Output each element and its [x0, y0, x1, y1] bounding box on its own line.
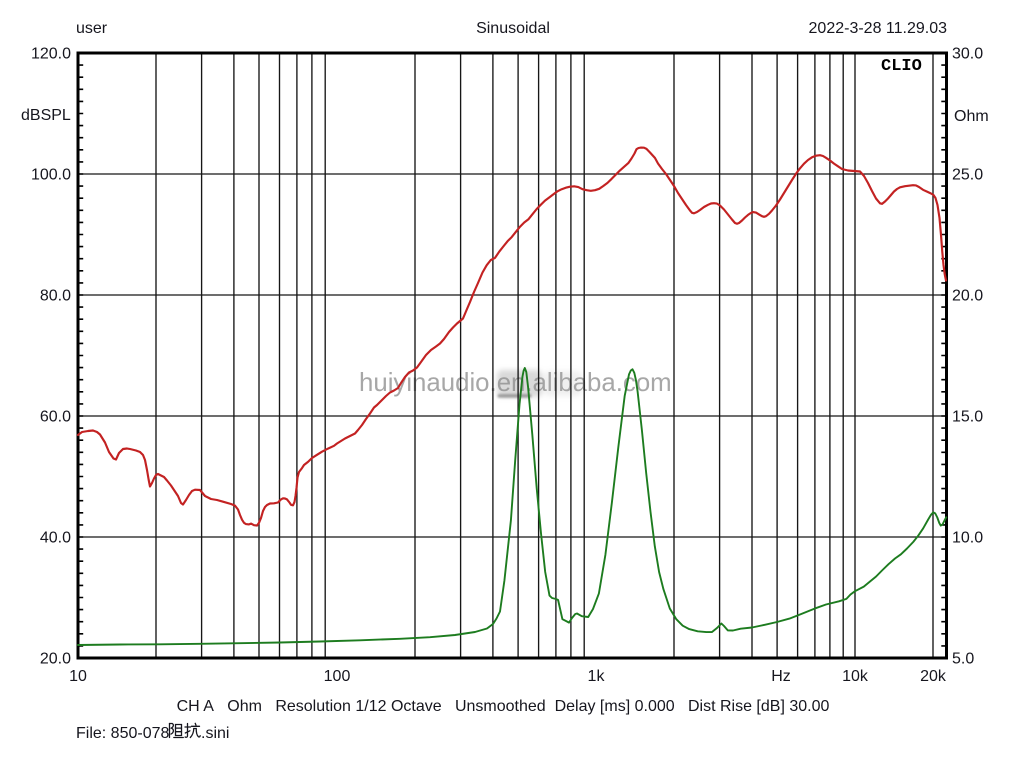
svg-text:Ohm: Ohm	[954, 108, 989, 125]
svg-text:CLIO: CLIO	[881, 57, 922, 76]
svg-text:20.0: 20.0	[40, 651, 71, 668]
svg-text:120.0: 120.0	[31, 46, 71, 63]
svg-text:File: 850-078: File: 850-078	[76, 725, 169, 742]
svg-text:10k: 10k	[842, 668, 869, 685]
svg-text:Hz: Hz	[771, 668, 791, 685]
svg-text:1k: 1k	[588, 668, 606, 685]
svg-text:40.0: 40.0	[40, 530, 71, 547]
svg-text:15.0: 15.0	[952, 409, 983, 426]
svg-text:100: 100	[324, 668, 351, 685]
svg-text:100.0: 100.0	[31, 167, 71, 184]
svg-text:10: 10	[69, 668, 87, 685]
svg-text:CH A Ohm Resolution 1/12 O: CH A Ohm Resolution 1/12 Octave Unsmooth…	[177, 698, 830, 715]
svg-text:25.0: 25.0	[952, 167, 983, 184]
svg-text:2022-3-28 11.29.03: 2022-3-28 11.29.03	[809, 20, 948, 37]
svg-text:.sini: .sini	[201, 725, 229, 742]
svg-text:5.0: 5.0	[952, 651, 974, 668]
svg-text:30.0: 30.0	[952, 46, 983, 63]
svg-text:dBSPL: dBSPL	[21, 107, 71, 124]
svg-text:10.0: 10.0	[952, 530, 983, 547]
svg-text:60.0: 60.0	[40, 409, 71, 426]
svg-text:80.0: 80.0	[40, 288, 71, 305]
svg-text:Sinusoidal: Sinusoidal	[476, 20, 550, 37]
svg-text:20k: 20k	[920, 668, 947, 685]
svg-text:user: user	[76, 20, 108, 37]
svg-text:20.0: 20.0	[952, 288, 983, 305]
